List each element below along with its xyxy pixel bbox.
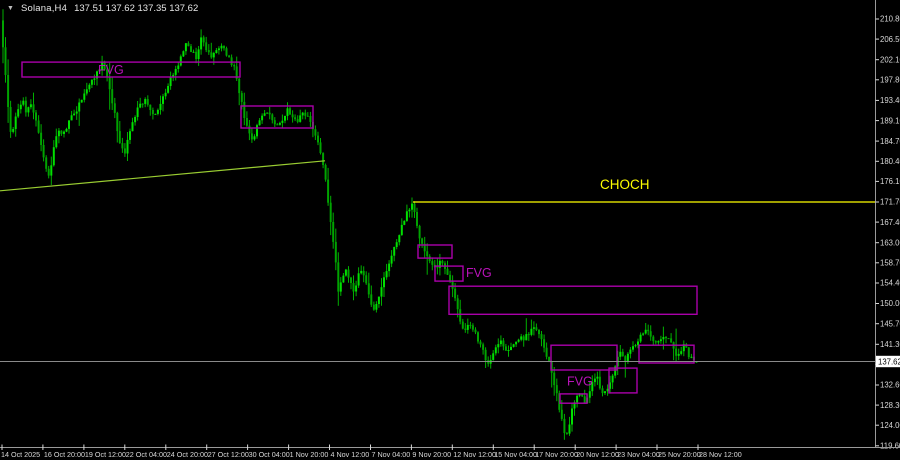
svg-text:14 Oct 2025: 14 Oct 2025 — [1, 450, 40, 459]
svg-text:150.00: 150.00 — [880, 299, 900, 308]
svg-text:189.10: 189.10 — [880, 116, 900, 125]
svg-text:27 Oct 12:00: 27 Oct 12:00 — [208, 450, 249, 459]
svg-text:1 Nov 20:00: 1 Nov 20:00 — [290, 450, 329, 459]
svg-text:124.00: 124.00 — [880, 421, 900, 430]
svg-text:184.70: 184.70 — [880, 137, 900, 146]
svg-text:19 Oct 12:00: 19 Oct 12:00 — [85, 450, 126, 459]
svg-text:20 Nov 12:00: 20 Nov 12:00 — [576, 450, 619, 459]
svg-text:176.10: 176.10 — [880, 177, 900, 186]
chart-title-bar: ▼ Solana,H4 137.51 137.62 137.35 137.62 — [7, 3, 198, 14]
svg-text:197.80: 197.80 — [880, 76, 900, 85]
current-price-tag — [876, 355, 900, 368]
svg-text:193.40: 193.40 — [880, 96, 900, 105]
svg-text:171.70: 171.70 — [880, 198, 900, 207]
svg-text:210.80: 210.80 — [880, 15, 900, 24]
fvg-label[interactable]: FVG — [98, 63, 124, 77]
fvg-box[interactable] — [240, 105, 314, 129]
svg-text:22 Oct 04:00: 22 Oct 04:00 — [126, 450, 167, 459]
svg-text:154.40: 154.40 — [880, 279, 900, 288]
svg-text:158.70: 158.70 — [880, 259, 900, 268]
svg-text:15 Nov 04:00: 15 Nov 04:00 — [494, 450, 537, 459]
time-scale[interactable]: 14 Oct 2025 16 Oct 20:00 19 Oct 12:00 22 Oc… — [0, 444, 900, 460]
svg-text:24 Oct 20:00: 24 Oct 20:00 — [167, 450, 208, 459]
svg-text:180.40: 180.40 — [880, 157, 900, 166]
price-scale[interactable]: 210.80 206.50 202.10 197.80 193.40 189.10 184.… — [875, 0, 900, 451]
svg-text:4 Nov 12:00: 4 Nov 12:00 — [331, 450, 370, 459]
svg-text:16 Oct 20:00: 16 Oct 20:00 — [44, 450, 85, 459]
fvg-box[interactable] — [550, 344, 618, 371]
svg-text:23 Nov 04:00: 23 Nov 04:00 — [617, 450, 660, 459]
fvg-box[interactable] — [21, 61, 241, 78]
fvg-box[interactable] — [608, 367, 638, 394]
svg-text:30 Oct 04:00: 30 Oct 04:00 — [249, 450, 290, 459]
fvg-box[interactable] — [434, 265, 464, 282]
svg-text:28 Nov 12:00: 28 Nov 12:00 — [699, 450, 742, 459]
fvg-label[interactable]: FVG — [466, 266, 492, 280]
svg-text:206.50: 206.50 — [880, 35, 900, 44]
fvg-box[interactable] — [417, 244, 453, 259]
fvg-box[interactable] — [448, 285, 698, 316]
fvg-box[interactable] — [638, 344, 695, 364]
ohlc-quote-label: 137.51 137.62 137.35 137.62 — [74, 3, 199, 14]
svg-text:167.40: 167.40 — [880, 218, 900, 227]
svg-text:137.62: 137.62 — [878, 358, 900, 367]
trendline[interactable] — [0, 160, 326, 192]
svg-text:128.30: 128.30 — [880, 401, 900, 410]
choch-label[interactable]: CHOCH — [600, 177, 650, 192]
svg-text:202.10: 202.10 — [880, 55, 900, 64]
svg-text:17 Nov 20:00: 17 Nov 20:00 — [535, 450, 578, 459]
svg-text:12 Nov 12:00: 12 Nov 12:00 — [453, 450, 496, 459]
svg-text:25 Nov 20:00: 25 Nov 20:00 — [658, 450, 701, 459]
svg-text:7 Nov 04:00: 7 Nov 04:00 — [372, 450, 411, 459]
fvg-boxes — [21, 61, 698, 404]
fvg-box[interactable] — [559, 393, 588, 404]
symbol-dropdown-icon[interactable]: ▼ — [7, 5, 14, 12]
svg-text:119.60: 119.60 — [880, 442, 900, 451]
svg-text:163.00: 163.00 — [880, 238, 900, 247]
svg-text:132.60: 132.60 — [880, 381, 900, 390]
fvg-label[interactable]: FVG — [567, 375, 593, 389]
svg-text:145.70: 145.70 — [880, 319, 900, 328]
svg-text:9 Nov 20:00: 9 Nov 20:00 — [412, 450, 451, 459]
candlestick-series — [2, 9, 698, 440]
symbol-period-label: Solana,H4 — [20, 3, 68, 14]
svg-text:141.30: 141.30 — [880, 340, 900, 349]
